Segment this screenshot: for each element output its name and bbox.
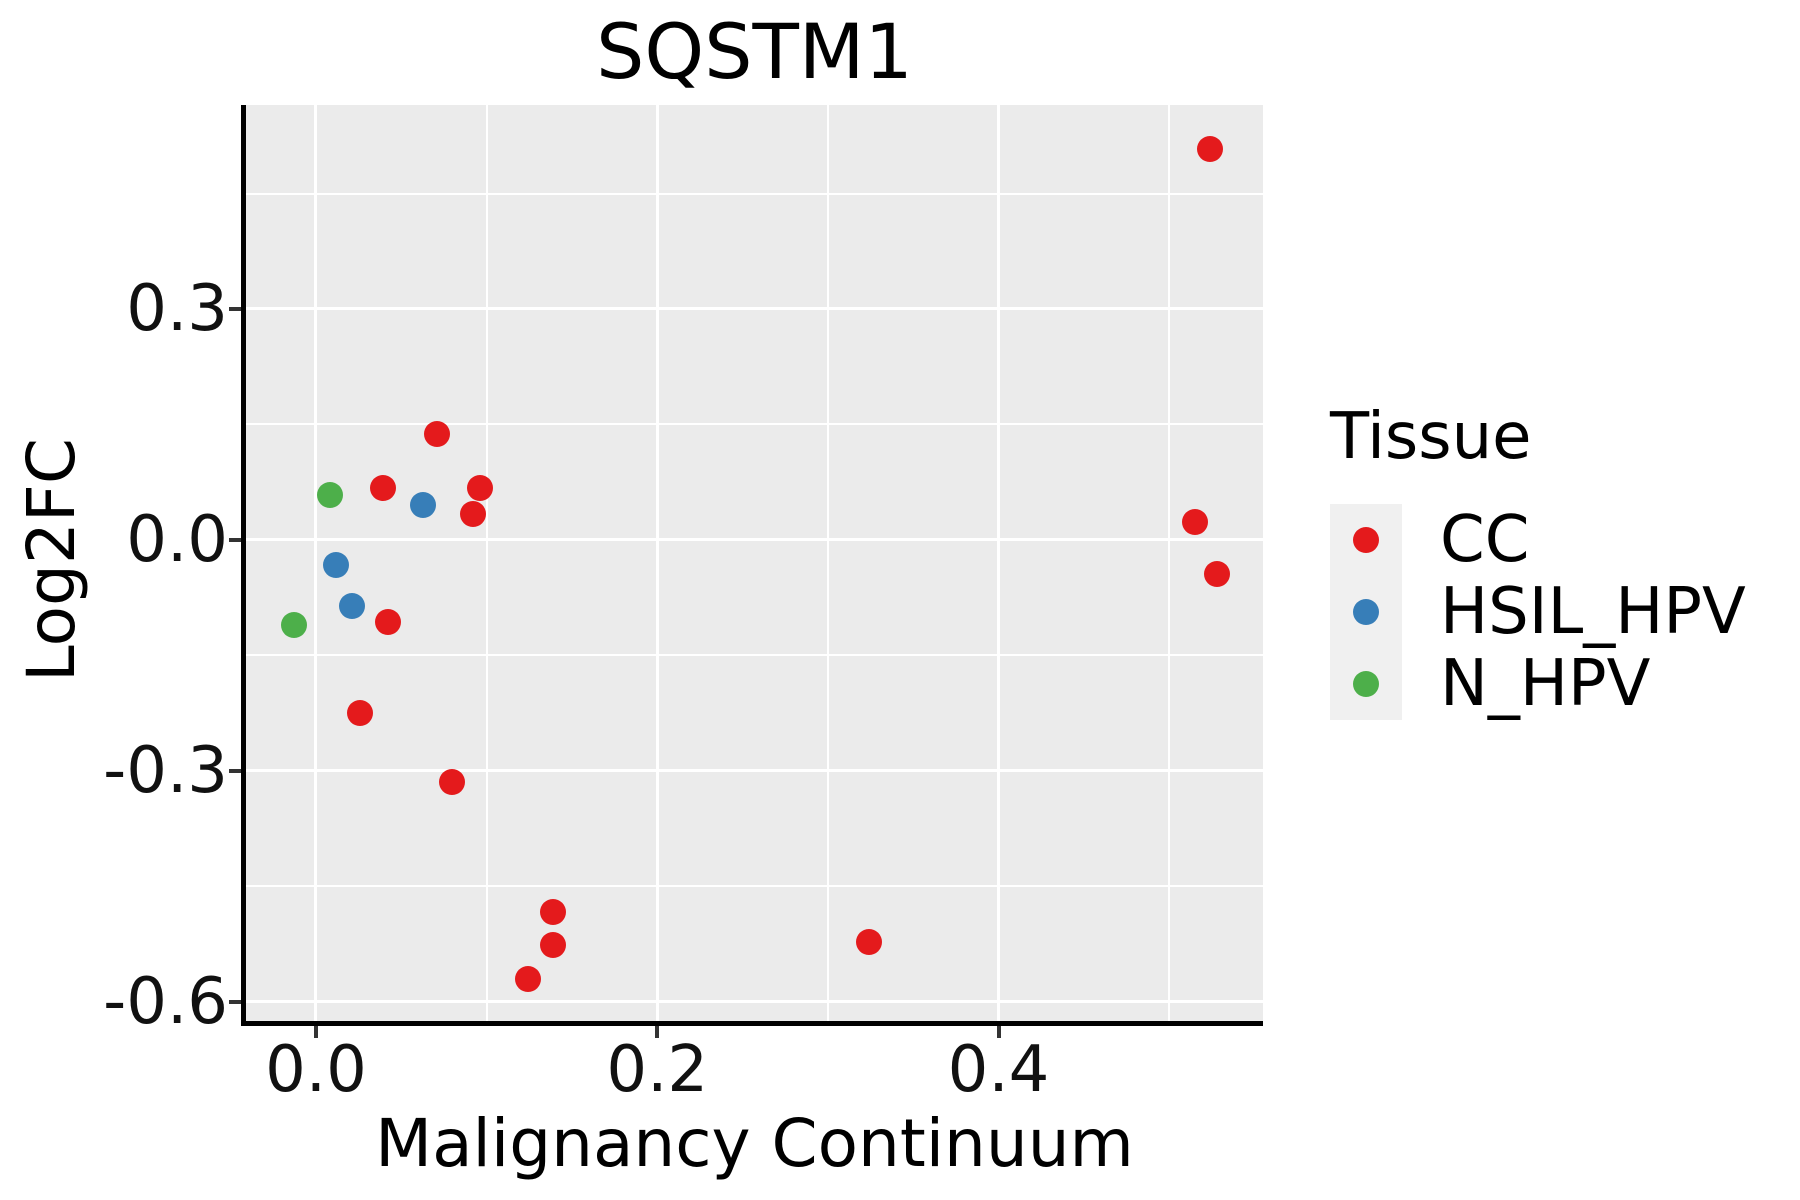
x-minor-gridline <box>826 105 829 1021</box>
data-point-CC <box>1203 560 1230 587</box>
legend-label-HSIL_HPV: HSIL_HPV <box>1440 575 1746 649</box>
data-point-HSIL_HPV <box>323 551 350 578</box>
x-minor-gridline <box>485 105 488 1021</box>
legend-title: Tissue <box>1330 400 1532 474</box>
y-tick-label: -0.3 <box>103 733 228 808</box>
y-tick-label: 0.3 <box>126 271 228 346</box>
data-point-CC <box>347 700 374 727</box>
data-point-CC <box>439 768 466 795</box>
y-tick-label: 0.0 <box>126 502 228 577</box>
x-tick <box>996 1026 1001 1038</box>
legend-dot-HSIL_HPV <box>1353 599 1379 625</box>
data-point-CC <box>1197 135 1224 162</box>
legend-key-N_HPV <box>1330 648 1402 720</box>
y-major-gridline <box>246 307 1263 311</box>
x-minor-gridline <box>1168 105 1171 1021</box>
data-point-CC <box>466 474 493 501</box>
plot-title: SQSTM1 <box>596 7 913 96</box>
data-point-CC <box>369 474 396 501</box>
y-axis-line <box>241 105 246 1026</box>
data-point-CC <box>540 899 567 926</box>
y-minor-gridline <box>246 423 1263 426</box>
legend-label-CC: CC <box>1440 503 1530 577</box>
x-major-gridline <box>997 105 1000 1021</box>
legend-key-CC <box>1330 504 1402 576</box>
legend-dot-N_HPV <box>1353 671 1379 697</box>
data-point-CC <box>374 608 401 635</box>
data-point-CC <box>424 420 451 447</box>
plot-panel <box>246 105 1263 1021</box>
x-tick-label: 0.2 <box>606 1033 709 1107</box>
x-tick <box>313 1026 318 1038</box>
y-tick <box>229 999 241 1004</box>
y-tick <box>229 306 241 311</box>
x-tick-label: 0.0 <box>265 1033 367 1107</box>
data-point-HSIL_HPV <box>338 593 365 620</box>
x-major-gridline <box>314 105 318 1021</box>
data-point-CC <box>459 500 486 527</box>
legend-key-HSIL_HPV <box>1330 576 1402 648</box>
x-major-gridline <box>655 105 659 1021</box>
y-minor-gridline <box>246 654 1263 657</box>
data-point-CC <box>540 931 567 958</box>
y-major-gridline <box>246 1000 1263 1004</box>
x-tick <box>655 1026 660 1038</box>
x-axis-title: Malignancy Continuum <box>375 1105 1134 1182</box>
data-point-N_HPV <box>280 611 307 638</box>
y-minor-gridline <box>246 885 1263 888</box>
y-minor-gridline <box>246 192 1263 195</box>
data-point-CC <box>855 928 882 955</box>
legend-dot-CC <box>1353 527 1379 553</box>
data-point-HSIL_HPV <box>410 492 437 519</box>
y-major-gridline <box>246 538 1263 542</box>
data-point-CC <box>514 966 541 993</box>
x-tick-label: 0.4 <box>947 1033 1050 1107</box>
y-tick <box>229 537 241 542</box>
legend-label-N_HPV: N_HPV <box>1440 647 1651 721</box>
y-major-gridline <box>246 769 1263 773</box>
data-point-CC <box>1181 509 1208 536</box>
y-tick <box>229 768 241 773</box>
y-tick-label: -0.6 <box>103 964 228 1039</box>
data-point-N_HPV <box>316 482 343 509</box>
x-axis-line <box>241 1021 1263 1026</box>
